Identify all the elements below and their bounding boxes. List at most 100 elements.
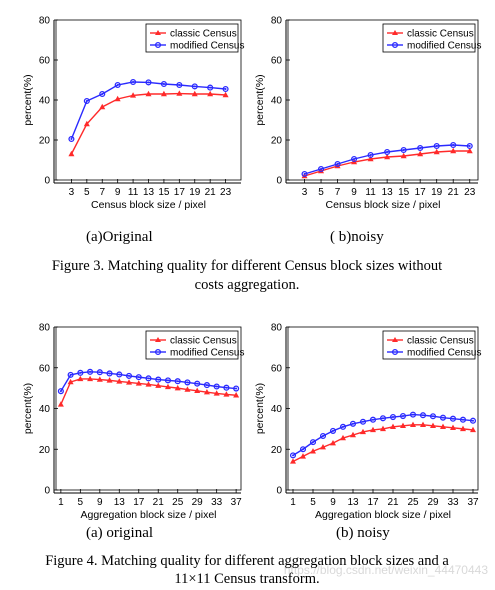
x-tick-label: 13 [143,187,155,198]
figure3-sublabel-b: ( b)noisy [330,229,384,245]
point-modified [116,371,123,378]
point-classic [450,147,457,154]
x-tick-label: 17 [174,187,186,198]
point-modified-center [422,414,424,417]
point-classic [184,386,191,392]
point-modified [399,412,407,420]
point-classic [290,458,296,464]
point-classic [440,423,446,430]
point-classic [130,92,137,98]
y-axis-label: percent(%) [254,383,266,434]
point-modified-center [386,151,389,153]
x-tick-label: 9 [330,497,336,508]
y-tick-label: 40 [271,96,283,107]
y-axis-label: percent(%) [254,74,266,125]
point-modified-center [468,145,471,147]
point-modified-center [342,425,344,428]
legend-marker-modified [154,348,162,356]
point-modified [359,418,367,425]
point-classic [384,153,391,160]
chart-2: 0 20 40 60 80 1 5 9 13 17 21 25 29 33 37 Aggregation bl… [22,323,244,522]
point-modified [409,411,417,418]
point-classic [300,453,306,459]
y-tick-label: 20 [39,445,51,456]
point-modified [429,413,437,420]
legend-marker-classic [155,30,161,35]
point-modified [334,160,341,168]
point-modified-center [312,441,314,444]
point-classic [160,90,167,97]
point-classic [213,390,220,396]
point-modified-center [292,454,294,457]
legend-marker-classic [392,337,398,342]
x-tick-label: 13 [347,497,359,508]
figure4-caption-line2: 11×11 Census transform. [174,571,319,587]
point-classic [301,172,308,179]
point-modified-center [118,373,121,376]
legend-marker-classic [392,30,398,35]
point-classic [203,389,210,395]
legend-marker-modified [391,348,399,356]
point-modified-center [69,373,72,376]
point-modified-center [322,435,324,438]
figure4-caption-line1: Figure 4. Matching quality for different… [45,553,449,569]
point-modified-center [162,83,165,85]
y-axis-label: percent(%) [22,74,34,125]
point-modified [459,416,467,423]
series-line-0 [70,92,226,155]
x-tick-label: 13 [382,187,394,198]
point-modified-center [392,416,394,419]
point-modified [145,375,152,382]
point-modified-center [98,371,101,374]
x-axis-label: Aggregation block size / pixel [315,509,451,521]
point-modified [164,377,172,384]
point-modified [389,414,397,421]
point-modified-center [225,386,228,389]
point-classic [155,382,162,388]
x-tick-label: 3 [302,187,308,198]
point-modified [450,141,457,149]
point-classic [470,426,476,433]
point-classic [390,423,396,430]
y-tick-label: 20 [271,445,283,456]
point-modified-center [382,417,384,420]
y-tick-label: 0 [44,486,50,497]
legend-label-0: classic Census [170,336,237,347]
point-modified-center [59,390,62,393]
point-modified-center [89,370,92,373]
point-classic [340,434,346,441]
figure3-caption-line2: costs aggregation. [195,277,300,293]
x-tick-label: 9 [351,187,357,198]
x-tick-label: 3 [69,187,75,198]
point-classic [433,148,440,155]
point-classic [400,422,406,429]
point-classic [430,422,436,429]
point-modified-center [412,413,414,416]
point-modified-center [79,371,82,374]
point-modified [207,84,214,91]
point-modified-center [452,417,454,420]
x-tick-label: 1 [58,497,64,508]
point-classic [223,391,230,397]
x-tick-label: 5 [318,187,324,198]
point-modified [329,427,337,434]
x-tick-label: 29 [192,497,204,508]
point-modified-center [462,418,464,421]
point-modified [194,380,201,387]
point-modified-center [402,149,405,151]
point-modified-center [137,376,140,379]
point-modified [299,446,307,453]
x-tick-label: 11 [128,187,139,198]
point-modified-center [186,381,189,384]
point-classic [57,401,64,407]
x-axis-label: Census block size / pixel [91,199,206,211]
x-tick-label: 23 [464,187,476,198]
point-modified-center [116,84,119,86]
legend-marker-modified [391,41,399,49]
point-modified [339,423,347,430]
x-axis-label: Aggregation block size / pixel [81,509,217,521]
legend-label-0: classic Census [170,29,237,40]
point-classic [114,95,121,102]
point-classic [466,147,473,154]
